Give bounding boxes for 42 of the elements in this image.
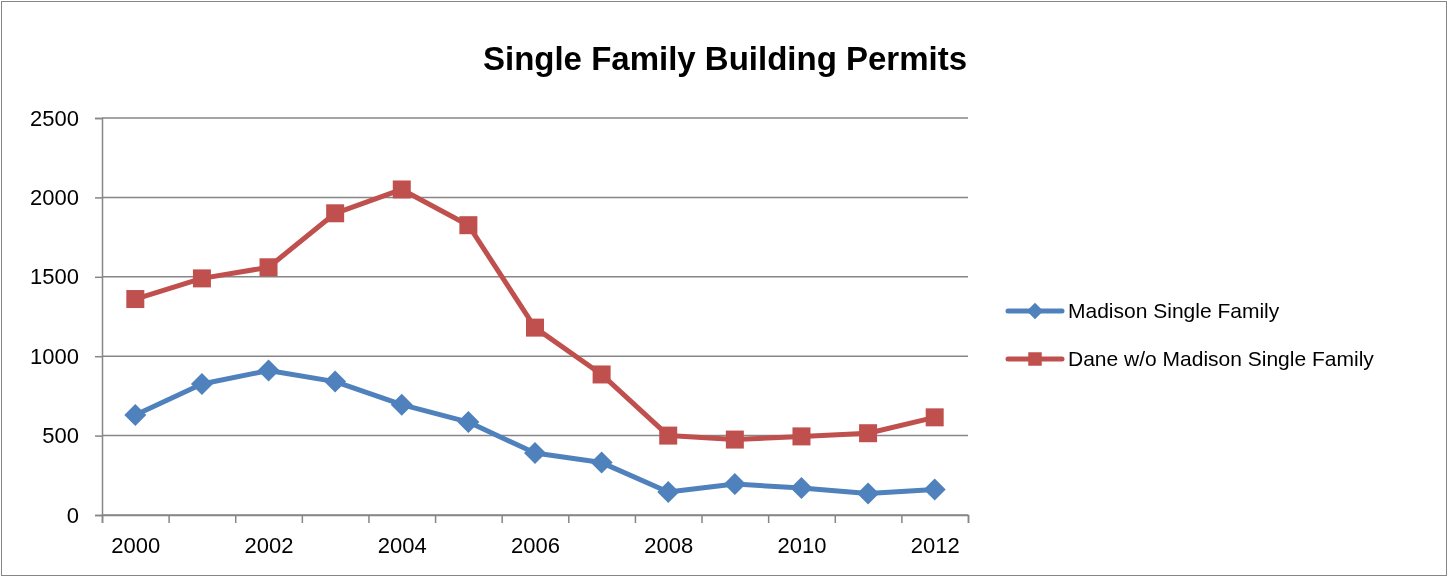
point [925, 408, 944, 427]
point [192, 269, 211, 288]
point [923, 478, 946, 501]
point [590, 451, 613, 474]
point [524, 442, 546, 465]
point [124, 403, 147, 426]
point [723, 473, 746, 496]
point [257, 359, 280, 382]
y-tick-label: 0 [66, 502, 79, 528]
x-tick-label: 2000 [111, 532, 161, 558]
point [526, 318, 544, 337]
x-tick-label: 2002 [244, 532, 294, 558]
point [259, 258, 278, 277]
x-tick-label: 2008 [644, 532, 694, 558]
point [390, 393, 413, 416]
point [725, 430, 744, 449]
chart-title: Single Family Building Permits [482, 40, 968, 77]
point [859, 424, 878, 443]
point [792, 427, 811, 446]
y-tick-label: 500 [42, 423, 79, 449]
legend-label: Dane w/o Madison Single Family [1068, 347, 1375, 371]
x-tick-label: 2006 [511, 532, 560, 558]
point [326, 204, 345, 223]
point [790, 477, 813, 499]
point [459, 216, 478, 235]
point [592, 365, 611, 384]
point [857, 482, 880, 505]
y-tick-label: 2500 [30, 105, 79, 131]
y-tick-label: 2000 [30, 184, 79, 210]
x-tick-label: 2012 [910, 532, 960, 558]
point [457, 411, 480, 434]
legend-label: Madison Single Family [1068, 299, 1280, 323]
x-tick-label: 2004 [377, 532, 427, 558]
point [657, 480, 680, 503]
y-tick-label: 1000 [30, 343, 79, 369]
point [190, 372, 213, 395]
y-tick-label: 1500 [30, 264, 79, 290]
point [324, 370, 347, 393]
point [126, 290, 145, 309]
x-tick-label: 2010 [777, 532, 827, 558]
point [392, 180, 411, 199]
point [659, 426, 678, 445]
